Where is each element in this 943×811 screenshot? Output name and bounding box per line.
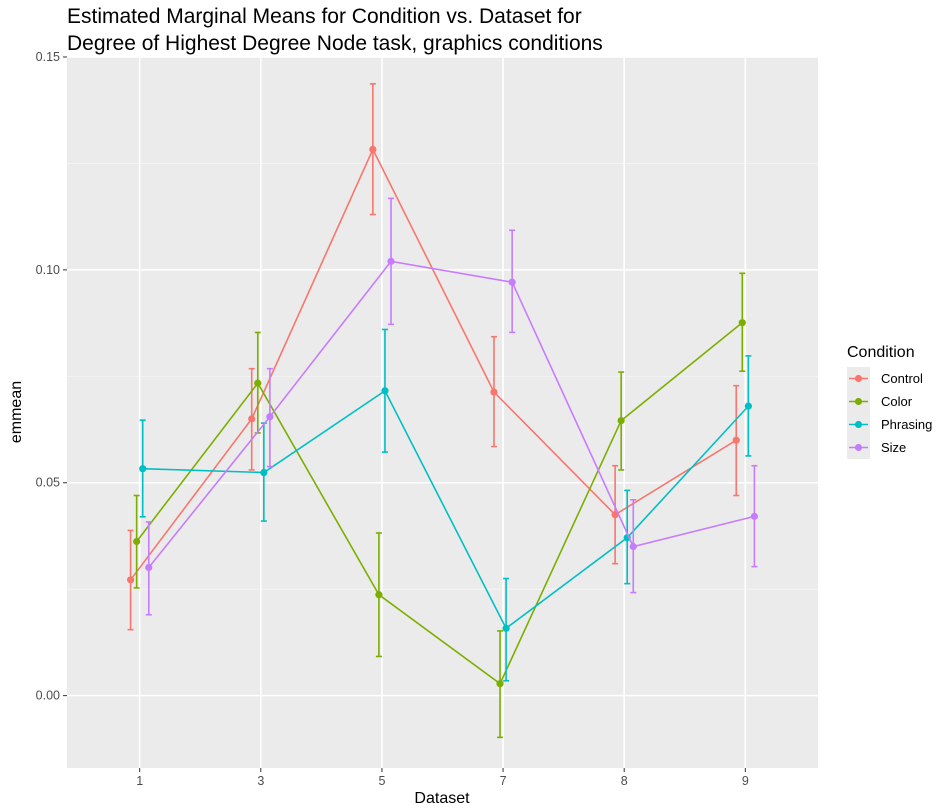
data-point: [617, 416, 625, 425]
data-point: [496, 680, 504, 688]
data-point: [738, 319, 746, 327]
chart-title-line-1: Estimated Marginal Means for Condition v…: [67, 5, 582, 28]
data-point: [375, 591, 383, 599]
series-layer: [126, 83, 759, 739]
legend-key-point: [854, 397, 863, 406]
legend-key-point: [854, 374, 863, 383]
y-tick-label: 0.05: [36, 476, 60, 490]
data-point: [750, 512, 759, 520]
data-point: [611, 511, 619, 519]
data-point: [248, 415, 256, 423]
y-tick-label: 0.10: [36, 263, 60, 277]
series-line: [136, 322, 743, 685]
data-point: [133, 537, 141, 546]
data-point: [732, 436, 740, 444]
legend-entry: Control: [847, 367, 923, 390]
x-axis-title: Dataset: [414, 790, 470, 807]
legend-label: Size: [881, 440, 906, 455]
legend-entry: Size: [847, 436, 906, 459]
data-point: [381, 387, 389, 395]
series-line: [129, 147, 737, 581]
x-tick-label: 8: [621, 774, 628, 788]
data-point: [260, 468, 268, 477]
data-point: [254, 379, 262, 387]
data-point: [387, 257, 395, 265]
data-point: [145, 563, 153, 572]
data-point: [266, 413, 274, 421]
legend: Condition Control Color Phrasing Size: [847, 344, 932, 459]
legend-entry: Color: [847, 390, 913, 413]
chart-title-line-2: Degree of Highest Degree Node task, grap…: [67, 32, 603, 55]
data-point: [139, 465, 147, 473]
y-tick-label: 0.15: [36, 50, 60, 64]
y-axis-title: emmean: [8, 381, 25, 443]
legend-key-point: [854, 443, 863, 452]
legend-label: Color: [881, 394, 913, 409]
series-control: [126, 83, 740, 631]
plot-panel: [67, 57, 818, 768]
grid-minor: [67, 163, 818, 590]
data-point: [502, 624, 510, 632]
data-point: [490, 388, 498, 396]
series-line: [142, 389, 749, 630]
data-point: [508, 278, 516, 286]
legend-key-point: [854, 420, 863, 429]
x-tick-label: 5: [378, 774, 385, 788]
data-point: [629, 543, 637, 551]
x-tick-label: 1: [136, 774, 143, 788]
series-phrasing: [139, 328, 752, 682]
legend-label: Phrasing: [881, 417, 932, 432]
y-tick-label: 0.00: [36, 689, 60, 703]
legend-label: Control: [881, 371, 923, 386]
series-size: [145, 197, 759, 616]
series-color: [133, 272, 746, 739]
data-point: [744, 402, 752, 410]
data-point: [369, 145, 377, 153]
data-point: [126, 576, 135, 584]
x-tick-label: 7: [500, 774, 507, 788]
legend-title: Condition: [847, 344, 915, 361]
axis-ticks: 0.00 0.05 0.10 0.15 1 3 5 7 8 9: [36, 50, 749, 788]
series-line: [148, 260, 755, 568]
x-tick-label: 3: [257, 774, 264, 788]
legend-entry: Phrasing: [847, 413, 932, 436]
x-tick-label: 9: [742, 774, 749, 788]
